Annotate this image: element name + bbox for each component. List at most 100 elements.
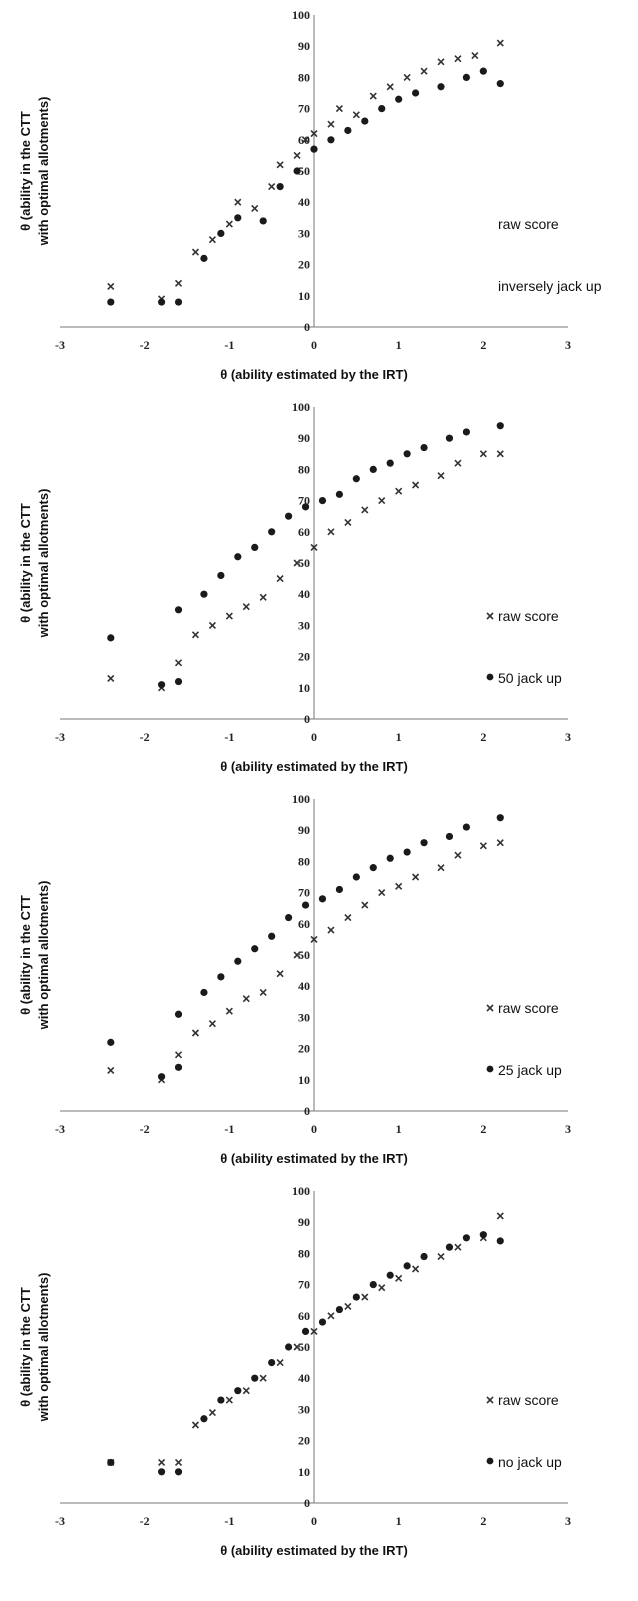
data-point-jack-up [174, 1063, 183, 1071]
y-tick-label: 60 [298, 133, 310, 147]
y-tick-label: 10 [298, 289, 310, 303]
data-point-raw-score [437, 1252, 445, 1261]
data-point-raw-score [259, 1374, 267, 1382]
data-point-jack-up [318, 497, 327, 505]
y-axis-label: θ (ability in the CTT with optimal allotm… [18, 489, 51, 639]
y-tick-label: 30 [298, 226, 310, 240]
data-point-jack-up [386, 1271, 394, 1279]
x-tick-label: 0 [311, 1122, 317, 1136]
legend-label: raw score [498, 1000, 559, 1016]
data-point-jack-up [369, 1281, 377, 1289]
data-point-raw-score [344, 518, 352, 527]
legend-raw-score: raw score [486, 608, 559, 624]
data-point-jack-up [285, 1343, 293, 1351]
data-point-raw-score [335, 105, 343, 113]
data-point-raw-score [107, 674, 115, 683]
data-point-jack-up [158, 1468, 166, 1476]
data-point-jack-up [496, 80, 504, 88]
y-tick-label: 50 [298, 556, 310, 570]
data-point-jack-up [496, 422, 504, 430]
y-axis-label: θ (ability in the CTT with optimal allotm… [18, 1273, 51, 1423]
data-point-raw-score [191, 1029, 200, 1037]
y-tick-label: 70 [298, 1278, 310, 1292]
data-point-jack-up [276, 183, 284, 191]
y-tick-label: 30 [298, 618, 310, 632]
data-point-raw-score [344, 913, 352, 922]
data-point-jack-up [335, 885, 343, 894]
data-point-raw-score [208, 621, 216, 629]
data-point-raw-score [327, 1312, 335, 1320]
data-point-raw-score [496, 450, 504, 458]
x-tick-label: 2 [480, 338, 486, 352]
data-point-jack-up [158, 298, 166, 306]
data-point-raw-score [496, 39, 504, 47]
y-tick-label: 60 [298, 917, 310, 931]
data-point-jack-up [301, 1327, 310, 1335]
data-point-raw-score [293, 151, 301, 159]
data-point-raw-score [327, 528, 335, 536]
scatter-svg: 0 10 20 30 40 50 60 70 80 90 100 -3 -2 -1 0 1 2 3 θ (abili… [18, 8, 602, 382]
data-point-jack-up [234, 1387, 242, 1395]
data-point-jack-up [174, 606, 183, 614]
data-point-jack-up [268, 1359, 276, 1367]
data-point-raw-score [174, 659, 183, 667]
data-point-raw-score [454, 851, 462, 859]
data-point-jack-up [378, 105, 386, 113]
data-point-jack-up [344, 126, 352, 135]
data-point-jack-up [462, 428, 470, 436]
x-tick-label: -3 [55, 1514, 65, 1528]
data-point-raw-score [327, 120, 335, 128]
data-point-jack-up [496, 814, 504, 822]
data-point-raw-score [242, 995, 250, 1003]
data-point-jack-up [259, 217, 267, 225]
data-point-raw-score [225, 220, 233, 228]
y-tick-label: 50 [298, 164, 310, 178]
data-point-jack-up [420, 839, 428, 847]
data-point-jack-up [234, 957, 242, 965]
data-point-jack-up [318, 895, 327, 903]
x-tick-label: 1 [396, 338, 402, 352]
y-tick-label: 60 [298, 525, 310, 539]
data-point-raw-score [251, 204, 259, 213]
data-point-raw-score [454, 1243, 462, 1251]
data-point-jack-up [200, 988, 208, 997]
y-tick-label: 20 [298, 650, 310, 664]
legend-jack-up: 50 jack up [486, 670, 562, 686]
y-axis-label-line2: with optimal allotments) [36, 489, 51, 639]
data-point-jack-up [369, 864, 377, 872]
data-point-jack-up [107, 1038, 115, 1046]
y-axis-label-line2: with optimal allotments) [36, 1273, 51, 1423]
data-point-jack-up [403, 848, 411, 856]
data-point-jack-up [310, 145, 318, 153]
data-point-raw-score [378, 889, 386, 897]
data-point-jack-up [412, 89, 420, 97]
data-point-raw-score [327, 926, 335, 934]
y-tick-label: 30 [298, 1402, 310, 1416]
y-tick-label: 70 [298, 886, 310, 900]
data-point-jack-up [200, 1415, 208, 1423]
data-point-jack-up [301, 901, 310, 909]
data-point-jack-up [217, 229, 225, 237]
y-axis-label: θ (ability in the CTT with optimal allotm… [18, 881, 51, 1031]
data-point-raw-score [276, 970, 284, 978]
y-tick-label: 40 [298, 195, 310, 209]
x-tick-label: 0 [311, 730, 317, 744]
data-point-raw-score [471, 51, 479, 60]
data-point-raw-score [352, 111, 360, 119]
data-point-jack-up [293, 167, 301, 175]
y-tick-label: 100 [292, 1184, 310, 1198]
data-point-jack-up [251, 543, 259, 551]
data-point-raw-score [369, 92, 377, 100]
y-tick-label: 80 [298, 70, 310, 84]
y-axis-label-line2: with optimal allotments) [36, 881, 51, 1031]
x-tick-label: -2 [140, 1514, 150, 1528]
data-point-raw-score [496, 839, 504, 847]
data-point-raw-score [310, 129, 318, 138]
data-point-jack-up [395, 95, 403, 103]
y-axis-label-line1: θ (ability in the CTT [18, 1287, 33, 1407]
data-point-raw-score [395, 882, 403, 890]
x-tick-label: 1 [396, 730, 402, 744]
y-tick-label: 50 [298, 948, 310, 962]
y-tick-label: 100 [292, 400, 310, 414]
data-point-raw-score [293, 1343, 301, 1351]
